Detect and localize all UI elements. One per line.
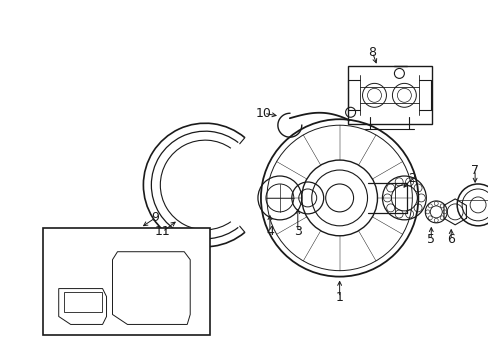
Polygon shape [59, 289, 106, 324]
Text: 7: 7 [470, 163, 478, 176]
Text: 5: 5 [427, 233, 434, 246]
Bar [42, 228, 210, 336]
Polygon shape [63, 292, 102, 312]
Text: 9: 9 [151, 211, 159, 224]
Text: 1: 1 [335, 291, 343, 304]
Text: 2: 2 [407, 171, 415, 185]
Polygon shape [112, 252, 190, 324]
Text: 6: 6 [447, 233, 454, 246]
Text: 4: 4 [265, 225, 273, 238]
Text: 11: 11 [154, 225, 170, 238]
Text: 10: 10 [255, 107, 271, 120]
Text: 3: 3 [293, 225, 301, 238]
Text: 8: 8 [368, 46, 376, 59]
Bar [347, 67, 431, 124]
